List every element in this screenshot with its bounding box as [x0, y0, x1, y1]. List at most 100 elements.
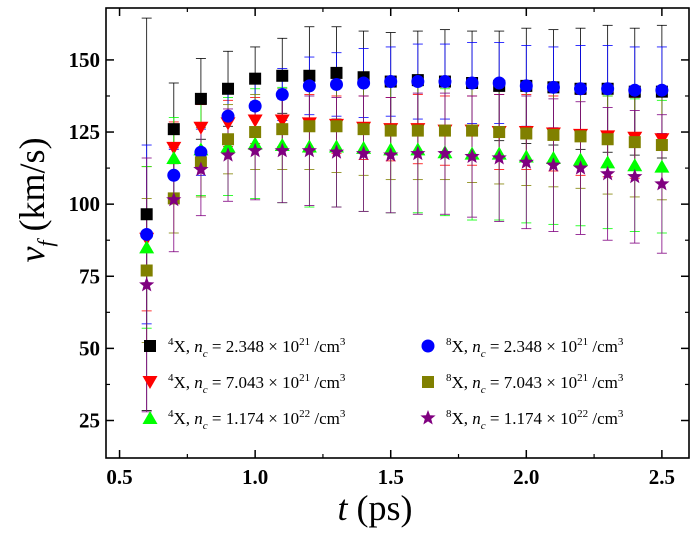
data-point [274, 142, 290, 158]
legend-label-part: c [203, 420, 208, 432]
legend-label-part: = 7.043 × 10 [208, 373, 299, 392]
legend-label: 4X, nc = 1.174 × 1022 /cm3 [168, 408, 346, 432]
data-point [139, 240, 155, 254]
y-tick-label: 50 [79, 336, 100, 360]
plot-frame [105, 7, 690, 459]
data-point [220, 147, 236, 162]
legend-label-part: , [464, 409, 473, 428]
legend-label-part: 21 [577, 372, 588, 384]
y-tick-label: 75 [79, 264, 100, 288]
y-axis-title: vf (km/s) [12, 137, 58, 262]
y-tick-label: 100 [69, 192, 101, 216]
legend-marker [144, 340, 156, 352]
data-point [167, 168, 181, 182]
data-point [357, 123, 370, 136]
data-point [519, 79, 533, 93]
data-point [384, 124, 397, 137]
x-tick-label: 0.5 [106, 465, 132, 489]
legend-label-part: 3 [340, 336, 346, 348]
legend-label: 4X, nc = 7.043 × 1021 /cm3 [168, 372, 346, 396]
data-point [194, 92, 207, 105]
data-point [302, 79, 316, 93]
data-point [438, 124, 451, 137]
legend-label-part: n [194, 337, 203, 356]
data-point [276, 69, 289, 82]
data-point [466, 124, 479, 137]
legend-label-part: 3 [618, 372, 624, 384]
data-point [303, 120, 316, 133]
data-point [329, 77, 343, 91]
data-point [356, 145, 372, 161]
legend-label-part: c [203, 348, 208, 360]
data-point [248, 99, 262, 113]
data-point [247, 142, 263, 158]
legend-label-part: 22 [577, 408, 588, 420]
legend-label-part: 3 [618, 336, 624, 348]
data-point [493, 126, 506, 139]
legend-marker [422, 376, 434, 388]
legend-label-part: 3 [618, 408, 624, 420]
data-point [222, 82, 235, 95]
legend-label: 8X, nc = 2.348 × 1021 /cm3 [446, 336, 624, 360]
legend-label-part: = 2.348 × 10 [208, 337, 299, 356]
legend-label-part: c [203, 384, 208, 396]
y-tick-label: 150 [69, 48, 101, 72]
data-point [247, 114, 263, 128]
data-point [166, 191, 182, 207]
data-point [411, 124, 424, 137]
legend-label-part: /cm [310, 373, 340, 392]
legend-label-part: 22 [299, 408, 310, 420]
data-point [330, 66, 343, 79]
data-point [547, 128, 560, 141]
data-point [140, 208, 153, 221]
data-point [274, 114, 290, 128]
data-point [249, 126, 262, 139]
data-point [438, 75, 452, 89]
legend-label-part: n [472, 373, 481, 392]
data-point [627, 168, 643, 184]
legend-marker [142, 411, 158, 424]
data-point [654, 159, 670, 173]
data-point [140, 264, 153, 277]
data-point [303, 69, 316, 82]
legend-marker [420, 410, 436, 425]
legend-label-part: 8 [446, 372, 452, 384]
legend-label-part: /cm [588, 373, 618, 392]
data-point [518, 154, 534, 169]
legend-label-part: = 1.174 × 10 [486, 409, 577, 428]
legend-label-part: 21 [577, 336, 588, 348]
legend-label-part: , [186, 409, 195, 428]
data-point [574, 82, 588, 96]
data-point [249, 72, 262, 85]
legend-label-part: = 1.174 × 10 [208, 409, 299, 428]
y-tick-label: 125 [69, 120, 101, 144]
legend-label-part: = 7.043 × 10 [486, 373, 577, 392]
data-point [464, 148, 480, 164]
legend-label-part: n [194, 373, 203, 392]
data-point [330, 120, 343, 133]
data-point [221, 109, 235, 123]
data-point [492, 76, 506, 90]
data-point [166, 151, 182, 164]
data-point [276, 123, 289, 136]
data-point [628, 83, 642, 97]
data-point [275, 88, 289, 102]
legend-label-part: X [174, 373, 186, 392]
legend-label-part: 4 [168, 408, 174, 420]
data-point [601, 82, 615, 96]
legend-label-part: 4 [168, 336, 174, 348]
legend-label-part: /cm [310, 337, 340, 356]
data-point [572, 160, 589, 175]
data-point [574, 130, 587, 143]
data-point [491, 150, 507, 165]
data-point [655, 139, 668, 152]
data-point [573, 152, 589, 166]
data-point [628, 136, 641, 149]
data-point [193, 121, 209, 135]
data-point [167, 123, 180, 136]
legend-label-part: 8 [446, 336, 452, 348]
legend-label-part: /cm [588, 337, 618, 356]
legend-label-part: 21 [299, 336, 310, 348]
legend-label-part: X [174, 409, 186, 428]
data-point [140, 227, 154, 241]
